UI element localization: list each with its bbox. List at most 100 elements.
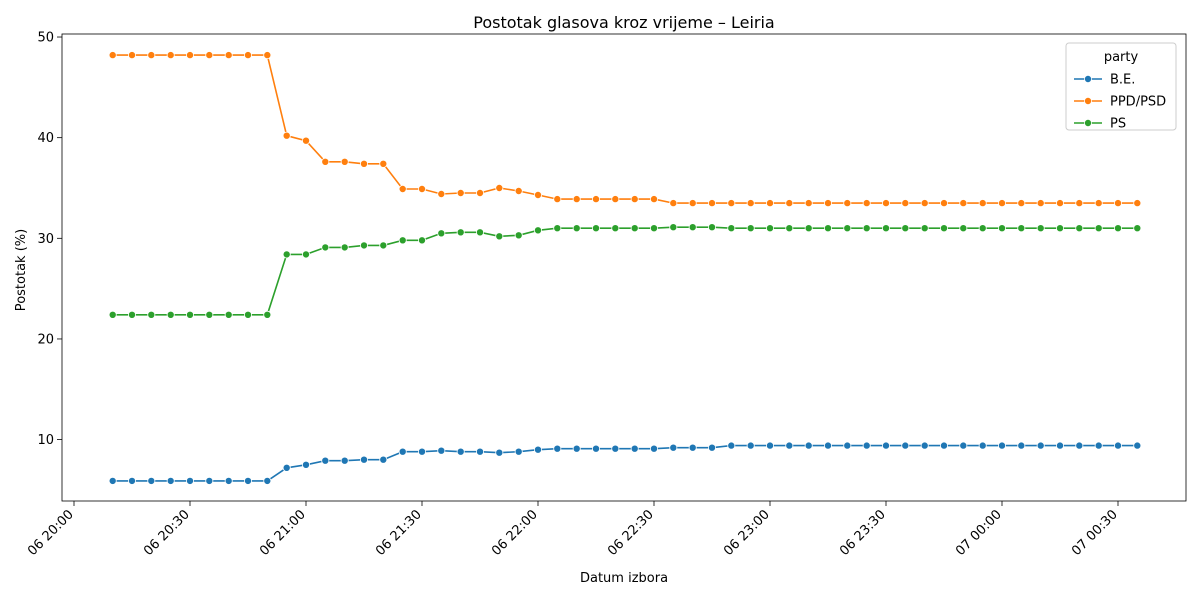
legend-entry: B.E. [1110,73,1135,88]
data-point [592,444,601,453]
data-point [978,199,987,208]
data-point [495,232,504,241]
data-point [785,199,794,208]
data-point [1075,441,1084,450]
x-axis-title: Datum izbora [580,571,668,586]
data-point [630,224,639,233]
data-point [514,186,523,195]
data-point [1036,224,1045,233]
data-point [708,199,717,208]
data-point [282,250,291,259]
data-point [359,159,368,168]
data-point [495,448,504,457]
data-point [746,224,755,233]
data-point [592,195,601,204]
data-point [1056,441,1065,450]
legend-box [1065,42,1177,131]
data-point [1114,199,1123,208]
data-point [572,224,581,233]
data-point [920,199,929,208]
data-point [901,199,910,208]
data-point [843,224,852,233]
data-point [340,456,349,465]
data-point [1036,441,1045,450]
data-point [882,224,891,233]
data-point [901,224,910,233]
data-point [1017,199,1026,208]
data-point [398,236,407,245]
data-point [534,226,543,235]
data-point [746,199,755,208]
data-point [940,224,949,233]
legend-entry: PPD/PSD [1110,95,1166,110]
legend-title: party [1104,50,1139,65]
data-point [340,157,349,166]
data-point [1056,199,1065,208]
data-point [1056,224,1065,233]
data-point [688,223,697,232]
data-point [688,199,697,208]
data-point [127,476,136,485]
data-point [166,51,175,60]
data-point [669,443,678,452]
data-point [611,195,620,204]
data-point [398,447,407,456]
data-point [301,136,310,145]
data-point [630,195,639,204]
y-tick-label: 10 [37,433,54,448]
data-point [243,310,252,319]
data-point [224,476,233,485]
data-point [611,224,620,233]
data-point [205,476,214,485]
data-point [147,51,156,60]
data-point [495,183,504,192]
data-point [572,444,581,453]
data-point [514,231,523,240]
data-point [862,441,871,450]
legend-swatch-marker [1084,75,1093,84]
data-point [669,223,678,232]
data-point [321,243,330,252]
data-point [630,444,639,453]
data-point [572,195,581,204]
data-point [437,189,446,198]
data-point [243,51,252,60]
data-point [185,51,194,60]
data-point [785,441,794,450]
data-point [1075,224,1084,233]
data-point [147,476,156,485]
axes-frame [61,33,1187,502]
data-point [959,441,968,450]
data-point [998,224,1007,233]
data-point [1036,199,1045,208]
data-point [1114,224,1123,233]
data-point [998,199,1007,208]
data-point [1133,199,1142,208]
data-point [437,446,446,455]
data-point [727,199,736,208]
data-point [205,51,214,60]
data-point [901,441,910,450]
data-point [263,310,272,319]
data-point [359,241,368,250]
data-point [708,443,717,452]
data-point [650,444,659,453]
y-tick-label: 50 [37,31,54,46]
data-point [534,190,543,199]
data-point [282,131,291,140]
data-point [417,236,426,245]
data-point [108,51,117,60]
data-point [727,224,736,233]
data-point [1133,224,1142,233]
data-point [824,441,833,450]
data-point [998,441,1007,450]
data-point [379,241,388,250]
y-tick-label: 30 [37,232,54,247]
chart-title: Postotak glasova kroz vrijeme – Leiria [473,13,774,32]
data-point [940,199,949,208]
data-point [1133,441,1142,450]
data-point [340,243,349,252]
data-point [650,224,659,233]
data-point [224,51,233,60]
